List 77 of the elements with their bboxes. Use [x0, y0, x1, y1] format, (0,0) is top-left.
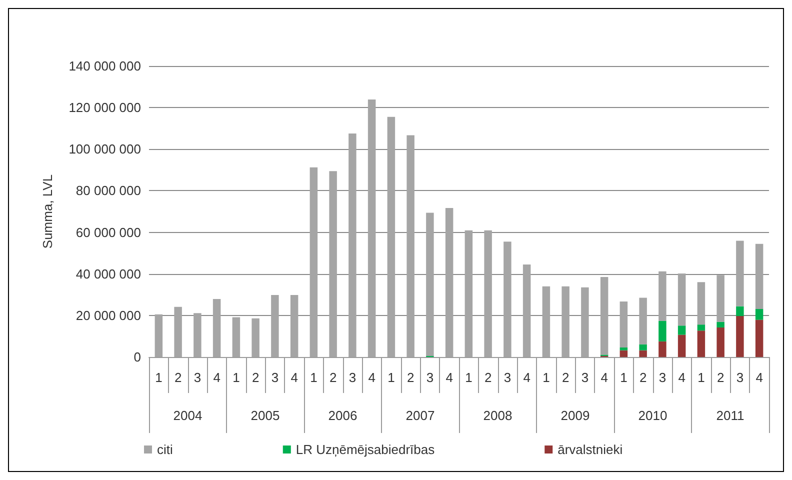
- bar: [716, 327, 724, 357]
- x-tick-label: 2: [716, 370, 724, 385]
- x-tick-label: 3: [348, 370, 356, 385]
- bar: [755, 320, 764, 357]
- text: 2008: [483, 408, 512, 423]
- x-tick-label: 2: [484, 370, 492, 385]
- legend-label: citi: [157, 442, 173, 457]
- text: 2009: [560, 408, 590, 423]
- y-tick-label: 80 000 000: [76, 183, 141, 198]
- bar: [658, 320, 666, 342]
- x-tick-label: 2: [329, 370, 337, 385]
- bar: [620, 350, 628, 357]
- x-tick-label: 1: [465, 370, 472, 385]
- bar: [639, 298, 647, 344]
- x-tick-label: 2: [252, 370, 260, 385]
- bar: [755, 244, 764, 309]
- text: 2007: [406, 408, 435, 423]
- bar: [639, 350, 647, 357]
- x-tick-label: 3: [426, 370, 434, 385]
- x-tick-label: 1: [698, 370, 705, 385]
- bar: [697, 324, 706, 331]
- bar: [658, 341, 666, 357]
- x-tick-label: 2: [639, 370, 647, 385]
- x-tick-label: 3: [581, 370, 589, 385]
- legend-label: ārvalstnieki: [558, 442, 623, 457]
- y-tick-label: 100 000 000: [68, 142, 141, 157]
- bar: [716, 275, 724, 322]
- x-tick-label: 4: [446, 370, 453, 385]
- text: 2006: [328, 408, 358, 423]
- x-tick-label: 4: [213, 370, 220, 385]
- y-tick-label: 60 000 000: [76, 224, 141, 240]
- x-tick-label: 1: [232, 370, 240, 385]
- text: 2010: [638, 408, 668, 423]
- text: 2004: [173, 408, 202, 423]
- x-tick-label: 1: [388, 370, 395, 385]
- x-tick-label: 4: [678, 370, 686, 385]
- bar: [658, 271, 666, 321]
- bar: [639, 344, 647, 350]
- x-tick-label: 2: [562, 370, 570, 385]
- x-tick-label: 1: [620, 370, 628, 385]
- y-tick-label: 40 000 000: [76, 266, 141, 282]
- bar: [736, 240, 744, 306]
- x-tick-label: 3: [194, 370, 202, 385]
- bar: [678, 273, 686, 326]
- x-tick-label: 4: [368, 370, 376, 385]
- y-tick-label: 120 000 000: [68, 100, 141, 116]
- text: 2011: [716, 408, 744, 423]
- legend-label: LR Uzņēmējsabiedrības: [296, 442, 436, 457]
- x-tick-label: 2: [174, 370, 182, 385]
- x-tick-label: 3: [504, 370, 512, 385]
- bar: [736, 306, 744, 316]
- bar: [716, 322, 724, 328]
- bar: [697, 330, 706, 357]
- x-tick-label: 1: [542, 370, 550, 385]
- bar: [620, 347, 628, 350]
- bar: [755, 308, 764, 320]
- x-tick-label: 1: [310, 370, 318, 385]
- bar: [736, 316, 744, 357]
- bar: [678, 326, 686, 335]
- y-tick-label: 0: [134, 350, 141, 364]
- x-tick-label: 4: [600, 370, 608, 385]
- x-tick-label: 3: [658, 370, 666, 385]
- bar: [678, 334, 686, 357]
- x-tick-label: 4: [756, 370, 763, 385]
- x-tick-label: 4: [290, 370, 298, 385]
- text: 2005: [250, 408, 280, 423]
- y-tick-label: 140 000 000: [68, 58, 141, 74]
- x-tick-label: 3: [271, 370, 279, 385]
- y-axis-title: Summa, LVL: [40, 174, 55, 249]
- bar: [697, 282, 706, 325]
- y-tick-label: 20 000 000: [76, 308, 141, 323]
- bar: [600, 276, 608, 355]
- bar: [620, 302, 628, 348]
- x-tick-label: 1: [155, 370, 162, 385]
- x-tick-label: 2: [406, 370, 414, 385]
- x-tick-label: 4: [523, 370, 530, 385]
- x-tick-label: 3: [736, 370, 744, 385]
